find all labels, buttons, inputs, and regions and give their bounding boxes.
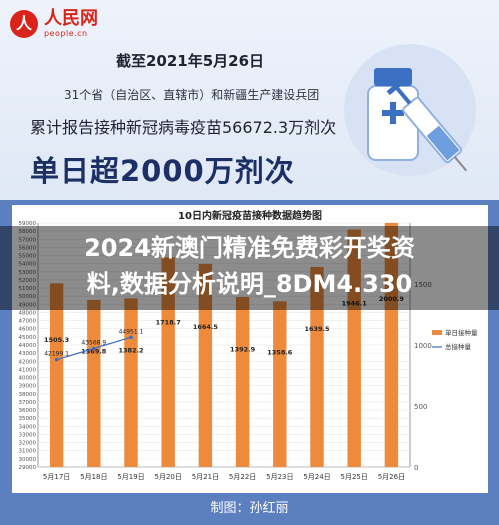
bar-value-label: 1358.6 [267,348,293,356]
left-tick-label: 42000 [19,359,37,365]
left-tick-label: 51000 [19,286,37,292]
right-tick-label: 500 [414,403,427,411]
left-tick-label: 34000 [19,424,37,430]
left-tick-label: 49000 [19,302,37,308]
x-tick-label: 5月26日 [378,473,405,481]
line-point [129,335,133,340]
bar-value-label: 1664.5 [193,323,219,331]
bar [124,298,138,467]
line-value-label: 43568.9 [81,340,106,347]
x-tick-label: 5月19日 [117,473,144,481]
x-tick-label: 5月25日 [341,473,368,481]
bar [161,257,175,467]
chart-title: 10日内新冠疫苗接种数据趋势图 [178,211,322,222]
overlay-band [0,226,499,310]
right-tick-label: 1000 [414,342,432,350]
left-tick-label: 50000 [19,294,37,300]
right-tick-label: 0 [414,464,418,472]
line-value-label: 44951.1 [119,328,144,335]
left-tick-label: 48000 [19,310,37,316]
bar [49,283,64,467]
chart-plot: 29000 30000 31000 32000 33000 34000 35000 36000… [19,221,479,481]
bar-value-label: 1946.1 [342,300,368,308]
x-tick-label: 5月20日 [155,473,182,481]
x-tick-label: 5月21日 [192,473,219,481]
legend-swatch-bars [432,330,442,335]
bar [198,263,213,467]
bar [347,229,361,467]
line-value-label: 42199.1 [44,351,69,358]
left-tick-label: 33000 [19,432,37,438]
line-point [92,346,96,351]
left-tick-label: 32000 [19,441,37,447]
credit-line: 制图：孙红丽 [210,501,289,516]
bar-value-label: 2000.9 [379,295,405,303]
bar-value-label: 1369.8 [81,347,107,355]
overlay-caption: 2024新澳门精准免费彩开奖资 料,数据分析说明_8DM4.330 [0,230,499,302]
bar-value-label: 1505.3 [44,336,69,344]
logo-url: people.cn [44,29,88,38]
left-tick-label: 59000 [19,221,37,227]
bar [310,266,324,467]
bar [87,299,101,467]
vaccine-illustration [344,44,476,176]
right-tick-label: 1500 [414,281,432,289]
header-panel: 人 人民网 people.cn 截至2021年5月26日 31个省（自治区、直辖… [0,0,499,200]
x-tick-label: 5月22日 [229,473,256,481]
left-tick-label: 35000 [19,416,37,422]
left-tick-label: 44000 [19,343,37,349]
left-tick-label: 38000 [19,392,37,398]
line-point [54,357,59,362]
left-tick-label: 53000 [19,270,37,276]
x-tick-label: 5月18日 [80,473,107,481]
logo: 人 人民网 people.cn [10,10,98,38]
left-tick-label: 40000 [19,376,37,382]
overlay-line-2: 料,数据分析说明_8DM4.330 [86,270,413,298]
bar-value-label: 1718.7 [156,318,181,326]
headline: 单日超2000万剂次 [30,154,295,188]
bar [384,222,399,467]
left-tick-label: 45000 [19,335,37,341]
bar-value-label: 1382.2 [118,346,143,354]
overlay-line-1: 2024新澳门精准免费彩开奖资 [84,234,415,262]
cumulative-line: 累计报告接种新冠病毒疫苗56672.3万剂次 [30,118,337,137]
left-tick-label: 46000 [19,327,37,333]
x-tick-label: 5月17日 [43,473,70,481]
logo-name: 人民网 [44,8,98,29]
left-tick-label: 55000 [19,254,37,260]
date-line: 截至2021年5月26日 [116,52,265,70]
bar-value-label: 1639.5 [304,325,330,333]
left-tick-label: 36000 [19,408,37,414]
left-tick-label: 43000 [19,351,37,357]
bar [273,301,287,467]
left-tick-label: 30000 [19,457,37,463]
left-tick-label: 54000 [19,262,37,268]
legend-label-line: 总接种量 [445,342,472,351]
left-tick-label: 39000 [19,384,37,390]
legend-label-bars: 单日接种量 [445,328,478,337]
left-tick-label: 29000 [19,465,37,471]
left-tick-label: 47000 [19,319,37,325]
left-tick-label: 57000 [19,237,37,243]
left-tick-label: 37000 [19,400,37,406]
left-tick-label: 52000 [19,278,37,284]
x-tick-label: 5月23日 [266,473,293,481]
left-tick-label: 58000 [19,229,37,235]
left-tick-label: 31000 [19,449,37,455]
bar [235,297,250,467]
region-note: 31个省（自治区、直辖市）和新疆生产建设兵团 [64,88,320,102]
chart-card: 10日内新冠疫苗接种数据趋势图 29000 30000 31000 32000 3300… [12,205,488,493]
bar-value-label: 1392.9 [230,345,256,353]
left-tick-label: 56000 [19,245,37,251]
x-tick-label: 5月24日 [303,473,330,481]
left-tick-label: 41000 [19,367,37,373]
logo-mark: 人 [10,10,38,38]
